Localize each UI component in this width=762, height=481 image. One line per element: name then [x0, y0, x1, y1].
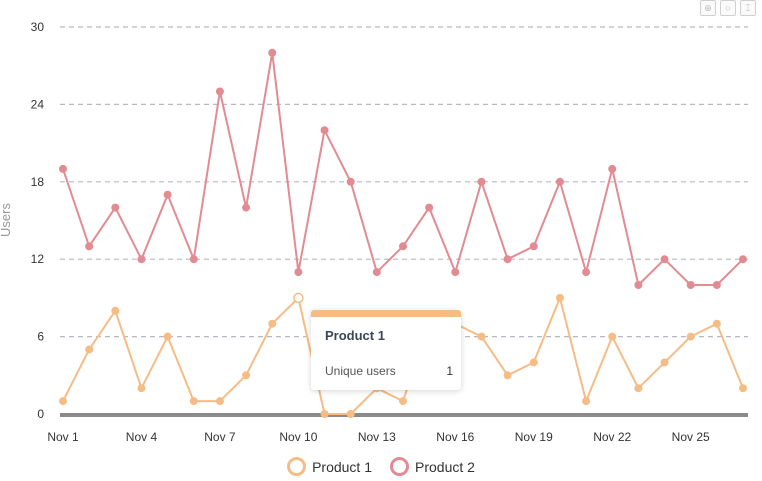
- data-point[interactable]: [163, 332, 172, 341]
- data-point[interactable]: [425, 203, 434, 212]
- data-point[interactable]: [293, 292, 304, 304]
- data-point[interactable]: [739, 384, 747, 393]
- pin-icon[interactable]: ⌶: [740, 0, 756, 16]
- data-point[interactable]: [503, 371, 512, 380]
- data-point[interactable]: [85, 345, 94, 354]
- reset-icon[interactable]: ○: [720, 0, 736, 16]
- data-point[interactable]: [215, 87, 224, 96]
- tooltip-title: Product 1: [325, 328, 385, 343]
- y-tick-label: 6: [37, 330, 44, 344]
- data-point[interactable]: [137, 255, 146, 264]
- data-point[interactable]: [477, 332, 486, 341]
- data-point[interactable]: [555, 177, 564, 186]
- data-point[interactable]: [85, 242, 94, 251]
- legend: Product 1 Product 2: [0, 457, 762, 476]
- data-point[interactable]: [163, 190, 172, 199]
- data-point[interactable]: [215, 397, 224, 406]
- y-tick-label: 24: [31, 97, 45, 111]
- legend-label: Product 2: [415, 458, 475, 475]
- data-point[interactable]: [346, 410, 355, 418]
- x-tick-label: Nov 1: [47, 430, 79, 444]
- x-tick-label: Nov 25: [672, 430, 710, 444]
- data-point[interactable]: [634, 281, 643, 289]
- data-point[interactable]: [320, 410, 329, 418]
- data-point[interactable]: [59, 397, 67, 406]
- data-point[interactable]: [503, 255, 512, 264]
- data-point[interactable]: [582, 268, 591, 277]
- data-point[interactable]: [529, 358, 538, 367]
- data-point[interactable]: [686, 281, 695, 289]
- data-point[interactable]: [242, 203, 251, 212]
- zoom-in-icon[interactable]: ⊕: [700, 0, 716, 16]
- x-tick-label: Nov 16: [436, 430, 474, 444]
- y-tick-label: 12: [31, 252, 45, 266]
- y-tick-label: 30: [31, 20, 45, 34]
- series-1: [59, 292, 747, 418]
- x-tick-label: Nov 7: [204, 430, 236, 444]
- data-point[interactable]: [320, 126, 329, 135]
- chart-toolbar: ⊕ ○ ⌶: [700, 0, 756, 16]
- data-point[interactable]: [451, 268, 460, 277]
- data-point[interactable]: [189, 397, 198, 406]
- data-point[interactable]: [529, 242, 538, 251]
- data-point[interactable]: [399, 242, 407, 251]
- data-point[interactable]: [608, 164, 617, 173]
- legend-item-product-2[interactable]: Product 2: [390, 457, 475, 476]
- data-point[interactable]: [477, 177, 486, 186]
- series: [59, 48, 747, 418]
- data-point[interactable]: [111, 306, 120, 315]
- data-point[interactable]: [555, 293, 564, 302]
- tooltip-value: 1: [446, 364, 453, 378]
- data-point[interactable]: [660, 255, 669, 264]
- tooltip-accent-bar: [311, 310, 461, 317]
- data-point[interactable]: [189, 255, 198, 264]
- data-point[interactable]: [242, 371, 251, 380]
- data-point[interactable]: [582, 397, 591, 406]
- x-tick-label: Nov 22: [593, 430, 631, 444]
- legend-item-product-1[interactable]: Product 1: [287, 457, 372, 476]
- x-tick-label: Nov 10: [279, 430, 317, 444]
- data-point[interactable]: [346, 177, 355, 186]
- tooltip: Product 1 Unique users 1: [311, 310, 461, 390]
- data-point[interactable]: [608, 332, 617, 341]
- y-axis-title: Users: [0, 203, 13, 237]
- data-point[interactable]: [268, 48, 277, 57]
- data-point[interactable]: [712, 319, 721, 328]
- data-point[interactable]: [372, 268, 381, 277]
- legend-label: Product 1: [312, 458, 372, 475]
- legend-marker-icon: [390, 457, 409, 476]
- tooltip-label: Unique users: [325, 364, 396, 378]
- x-axis: Nov 1 Nov 4 Nov 7 Nov 10 Nov 13 Nov 16 Nov 19 N…: [47, 430, 710, 444]
- series-2: [59, 48, 747, 289]
- data-point[interactable]: [634, 384, 643, 393]
- x-tick-label: Nov 13: [358, 430, 396, 444]
- y-axis: 0 6 12 18 24 30: [31, 20, 45, 421]
- x-tick-label: Nov 4: [126, 430, 158, 444]
- data-point[interactable]: [111, 203, 120, 212]
- data-point[interactable]: [268, 319, 277, 328]
- y-tick-label: 0: [37, 407, 44, 421]
- data-point[interactable]: [399, 397, 407, 406]
- data-point[interactable]: [59, 164, 67, 173]
- legend-marker-icon: [287, 457, 307, 476]
- data-point[interactable]: [294, 268, 303, 277]
- data-point[interactable]: [660, 358, 669, 367]
- y-tick-label: 18: [31, 175, 45, 189]
- data-point[interactable]: [739, 255, 747, 264]
- x-tick-label: Nov 19: [515, 430, 553, 444]
- data-point[interactable]: [137, 384, 146, 393]
- data-point[interactable]: [712, 281, 721, 289]
- data-point[interactable]: [686, 332, 695, 341]
